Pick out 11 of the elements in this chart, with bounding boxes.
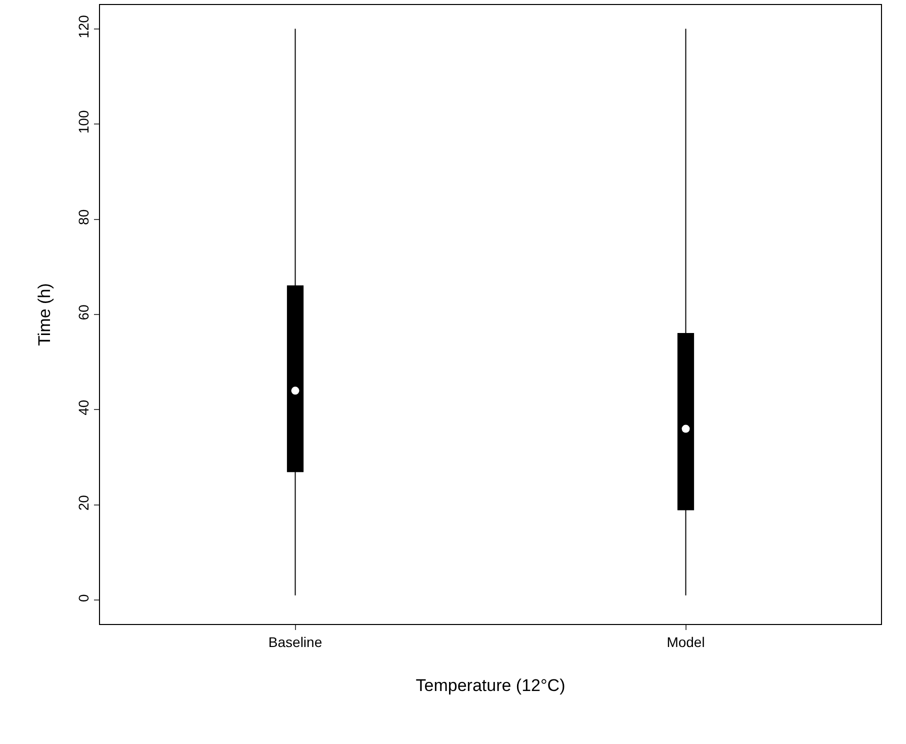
x-tick-label: Baseline bbox=[268, 634, 322, 650]
y-tick-label: 120 bbox=[75, 14, 92, 38]
x-axis-title: Temperature (12°C) bbox=[416, 676, 566, 696]
y-tick-label: 40 bbox=[75, 400, 92, 416]
y-tick-label: 0 bbox=[75, 594, 92, 602]
y-tick-label: 100 bbox=[75, 110, 92, 134]
y-tick-label: 20 bbox=[75, 494, 92, 511]
y-tick-label: 60 bbox=[75, 304, 92, 320]
y-tick-label: 80 bbox=[75, 209, 92, 225]
y-axis-title: Time (h) bbox=[34, 283, 54, 346]
x-tick-label: Model bbox=[666, 634, 705, 650]
